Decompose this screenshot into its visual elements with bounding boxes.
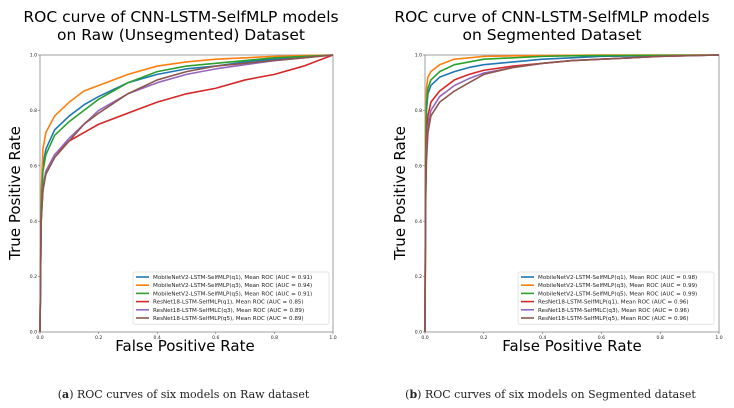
- legend-entry: MobileNetV2-LSTM-SelfMLP(q3), Mean ROC (…: [538, 283, 697, 289]
- legend-box: [132, 271, 330, 325]
- x-tick-label: 0.4: [539, 335, 546, 341]
- roc-curves: [424, 54, 720, 333]
- legend: MobileNetV2-LSTM-SelfMLP(q1), Mean ROC (…: [517, 271, 715, 325]
- legend-entry: ResNet18-LSTM-SelfMLP(q1), Mean ROC (AUC…: [538, 300, 689, 306]
- y-tick-label: 0.4: [30, 219, 37, 225]
- roc-chart-raw: ROC curve of CNN-LSTM-SelfMLP models on …: [6, 8, 339, 355]
- legend-entry: ResNet18-LSTM-SelfMLP(q1), Mean ROC (AUC…: [153, 300, 304, 306]
- y-axis-label: True Positive Rate: [391, 126, 409, 261]
- series-line: [39, 54, 334, 333]
- x-tick-label: 0.6: [598, 335, 605, 341]
- x-axis-label: False Positive Rate: [115, 337, 254, 355]
- legend-entry: ResNet18-LSTM-SelfMLP(q5), Mean ROC (AUC…: [538, 316, 689, 322]
- legend-entry: ResNet18-LSTM-SelfMLP(q5), Mean ROC (AUC…: [153, 316, 304, 322]
- legend-entry: MobileNetV2-LSTM-SelfMLP(q5), Mean ROC (…: [153, 291, 312, 297]
- x-tick-label: 0.0: [421, 335, 428, 341]
- series-line: [39, 54, 334, 333]
- roc-curves: [39, 54, 334, 333]
- x-tick-label: 0.8: [657, 335, 664, 341]
- caption-letter: a: [62, 388, 70, 401]
- x-tick-label: 0.2: [480, 335, 487, 341]
- axis-ticks: 0.0 0.2 0.4 0.6 0.8 1.0 0.0 0.2 0.4 0.6 0.8 1.0: [415, 53, 723, 341]
- legend: MobileNetV2-LSTM-SelfMLP(q1), Mean ROC (…: [132, 271, 330, 325]
- series-line: [424, 54, 720, 333]
- legend-entry: ResNet18-LSTM-SelfMLC(q3), Mean ROC (AUC…: [153, 308, 304, 314]
- chart-title: ROC curve of CNN-LSTM-SelfMLP models: [394, 8, 709, 26]
- chart-subtitle: on Raw (Unsegmented) Dataset: [57, 26, 305, 44]
- legend-entry: MobileNetV2-LSTM-SelfMLP(q5), Mean ROC (…: [538, 291, 697, 297]
- roc-chart-segmented: ROC curve of CNN-LSTM-SelfMLP models on …: [391, 8, 723, 355]
- y-tick-label: 0.6: [415, 163, 422, 169]
- legend-entry: ResNet18-LSTM-SelfMLC(q3), Mean ROC (AUC…: [538, 308, 689, 314]
- chart-subtitle: on Segmented Dataset: [463, 26, 642, 44]
- axis-ticks: 0.0 0.2 0.4 0.6 0.8 1.0 0.0 0.2 0.4 0.6 0.8 1.0: [30, 53, 337, 341]
- x-tick-label: 0.0: [36, 335, 43, 341]
- x-axis-label: False Positive Rate: [502, 337, 641, 355]
- legend-entry: MobileNetV2-LSTM-SelfMLP(q1), Mean ROC (…: [538, 275, 697, 281]
- x-tick-label: 0.8: [271, 335, 278, 341]
- y-tick-label: 0.2: [30, 274, 37, 280]
- y-tick-label: 1.0: [415, 53, 422, 59]
- y-tick-label: 0.0: [415, 330, 422, 336]
- series-line: [39, 54, 334, 333]
- plot-frame: [39, 54, 334, 333]
- series-line: [39, 54, 334, 333]
- legend-box: [517, 271, 715, 325]
- x-tick-label: 1.0: [715, 335, 722, 341]
- x-tick-label: 0.4: [154, 335, 161, 341]
- legend-entry: MobileNetV2-LSTM-SelfMLP(q3), Mean ROC (…: [153, 283, 312, 289]
- x-tick-label: 0.2: [95, 335, 102, 341]
- y-tick-label: 1.0: [30, 53, 37, 59]
- y-tick-label: 0.6: [30, 163, 37, 169]
- y-tick-label: 0.0: [30, 330, 37, 336]
- caption-letter: b: [409, 388, 418, 401]
- caption-text: ROC curves of six models on Segmented da…: [421, 388, 696, 401]
- y-tick-label: 0.4: [415, 219, 422, 225]
- caption-text: ROC curves of six models on Raw dataset: [73, 388, 310, 401]
- caption-a: (a) ROC curves of six models on Raw data…: [57, 388, 310, 401]
- y-tick-label: 0.8: [30, 108, 37, 114]
- x-tick-label: 0.6: [212, 335, 219, 341]
- chart-title: ROC curve of CNN-LSTM-SelfMLP models: [23, 8, 338, 26]
- x-tick-label: 1.0: [329, 335, 336, 341]
- y-axis-label: True Positive Rate: [6, 126, 24, 261]
- y-tick-label: 0.2: [415, 274, 422, 280]
- y-tick-label: 0.8: [415, 108, 422, 114]
- figure: ROC curve of CNN-LSTM-SelfMLP models on …: [6, 8, 723, 355]
- series-line: [424, 54, 720, 333]
- caption-b: (b) ROC curves of six models on Segmente…: [405, 388, 696, 401]
- legend-entry: MobileNetV2-LSTM-SelfMLP(q1), Mean ROC (…: [153, 275, 312, 281]
